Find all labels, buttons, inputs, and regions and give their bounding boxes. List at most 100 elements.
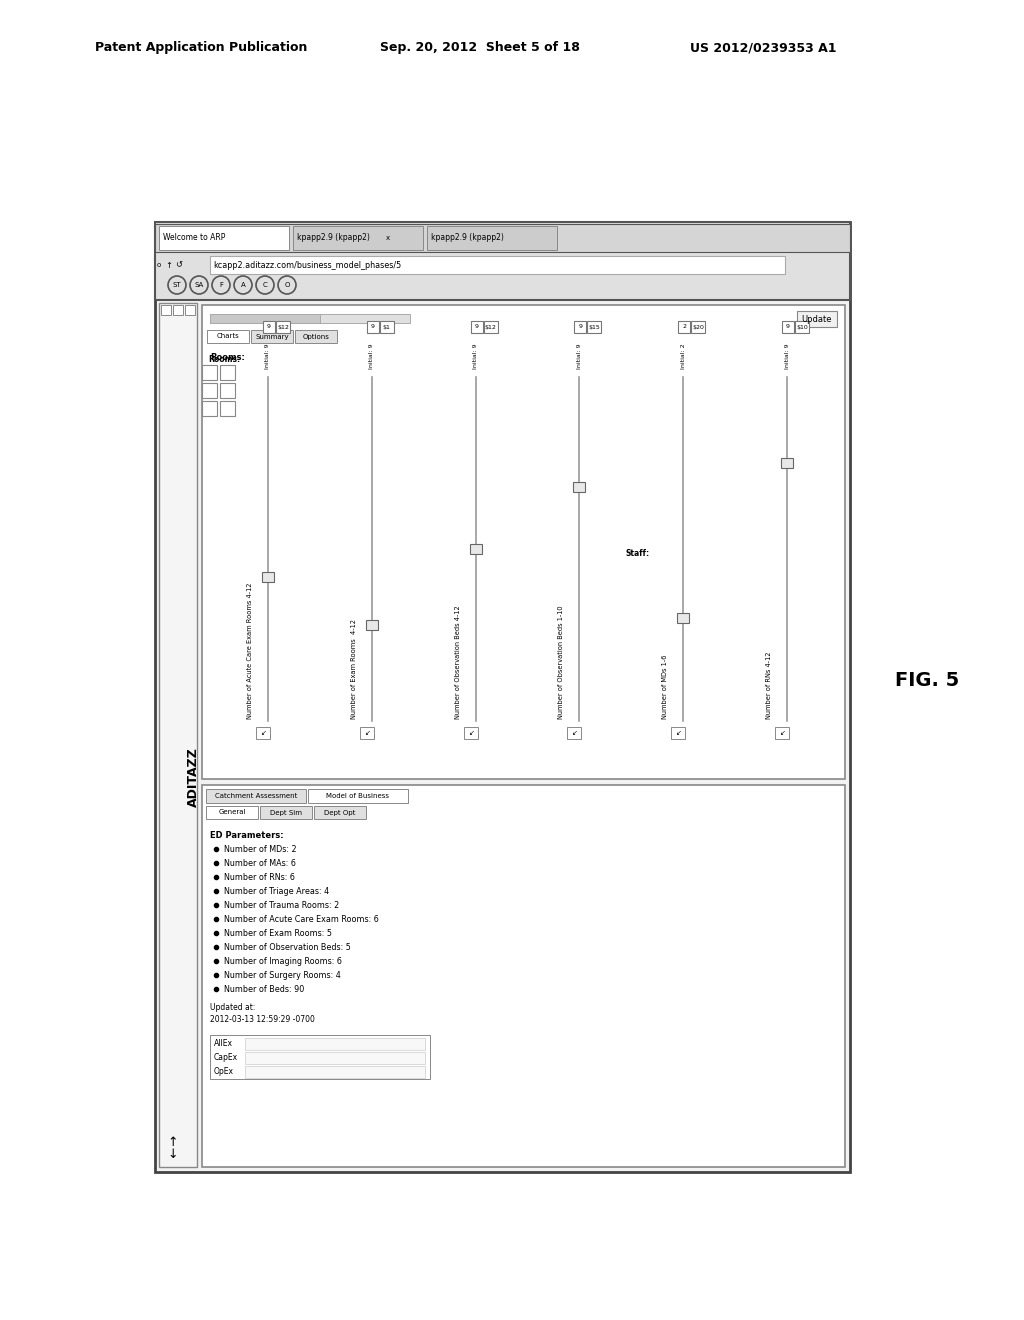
Bar bbox=[781, 458, 793, 469]
Text: Number of Observation Beds 4-12: Number of Observation Beds 4-12 bbox=[455, 606, 461, 719]
Text: Number of MDs: 2: Number of MDs: 2 bbox=[224, 845, 297, 854]
Text: Number of Beds: 90: Number of Beds: 90 bbox=[224, 985, 304, 994]
Text: Model of Business: Model of Business bbox=[327, 793, 389, 799]
Bar bbox=[782, 321, 794, 333]
Text: AllEx: AllEx bbox=[214, 1040, 233, 1048]
Text: $1: $1 bbox=[383, 325, 391, 330]
Bar bbox=[210, 1035, 430, 1078]
Text: Number of MAs: 6: Number of MAs: 6 bbox=[224, 858, 296, 867]
Bar bbox=[470, 544, 481, 554]
Text: ED Parameters:: ED Parameters: bbox=[210, 830, 284, 840]
Text: Staff:: Staff: bbox=[626, 549, 649, 558]
Text: $15: $15 bbox=[589, 325, 600, 330]
Text: Charts: Charts bbox=[217, 334, 240, 339]
Text: O: O bbox=[285, 282, 290, 288]
Text: C: C bbox=[262, 282, 267, 288]
Text: ADITAZZ: ADITAZZ bbox=[187, 747, 200, 807]
Bar bbox=[202, 383, 217, 399]
Bar bbox=[210, 314, 410, 323]
Text: CapEx: CapEx bbox=[214, 1053, 239, 1063]
Text: 9: 9 bbox=[579, 325, 583, 330]
Text: Dept Opt: Dept Opt bbox=[325, 809, 355, 816]
Bar bbox=[251, 330, 293, 343]
Text: Rooms:: Rooms: bbox=[210, 352, 245, 362]
Bar bbox=[260, 807, 312, 818]
Text: Summary: Summary bbox=[255, 334, 289, 339]
Text: Number of MDs 1-6: Number of MDs 1-6 bbox=[663, 655, 669, 719]
Bar bbox=[173, 305, 183, 315]
Bar bbox=[588, 321, 601, 333]
Text: ↺: ↺ bbox=[175, 260, 182, 269]
Bar bbox=[471, 321, 482, 333]
Text: Initial: 9: Initial: 9 bbox=[784, 343, 790, 370]
Text: Number of Observation Beds 1-10: Number of Observation Beds 1-10 bbox=[558, 606, 564, 719]
Text: Number of RNs: 6: Number of RNs: 6 bbox=[224, 873, 295, 882]
Bar bbox=[574, 321, 587, 333]
Bar bbox=[314, 807, 366, 818]
Text: Initial: 2: Initial: 2 bbox=[681, 343, 686, 370]
Text: Update: Update bbox=[802, 314, 833, 323]
Text: o: o bbox=[157, 261, 161, 268]
Text: Number of Acute Care Exam Rooms: 6: Number of Acute Care Exam Rooms: 6 bbox=[224, 915, 379, 924]
Bar bbox=[202, 305, 845, 779]
Bar bbox=[155, 222, 850, 300]
Text: ↓: ↓ bbox=[168, 1148, 178, 1162]
Text: kpapp2.9 (kpapp2): kpapp2.9 (kpapp2) bbox=[431, 234, 504, 243]
Text: 9: 9 bbox=[786, 325, 791, 330]
Bar bbox=[775, 727, 790, 739]
Bar bbox=[210, 314, 319, 323]
Text: Initial: 9: Initial: 9 bbox=[265, 343, 270, 370]
Text: $12: $12 bbox=[276, 325, 289, 330]
Text: ↑: ↑ bbox=[168, 1135, 178, 1148]
Bar bbox=[206, 789, 306, 803]
Text: Patent Application Publication: Patent Application Publication bbox=[95, 41, 307, 54]
Text: ↑: ↑ bbox=[166, 260, 172, 269]
Bar bbox=[210, 256, 785, 275]
Bar bbox=[155, 224, 850, 252]
Bar bbox=[359, 727, 374, 739]
Text: 9: 9 bbox=[267, 325, 271, 330]
Text: Sep. 20, 2012  Sheet 5 of 18: Sep. 20, 2012 Sheet 5 of 18 bbox=[380, 41, 580, 54]
Text: ↙: ↙ bbox=[261, 730, 267, 737]
Bar bbox=[155, 222, 850, 1172]
Bar bbox=[573, 482, 586, 492]
Text: $20: $20 bbox=[692, 325, 705, 330]
Bar bbox=[263, 321, 274, 333]
Bar bbox=[295, 330, 337, 343]
Bar bbox=[161, 305, 171, 315]
Bar bbox=[220, 383, 234, 399]
Text: ↙: ↙ bbox=[676, 730, 682, 737]
Bar bbox=[245, 1038, 425, 1049]
Bar bbox=[206, 807, 258, 818]
Text: F: F bbox=[219, 282, 223, 288]
Bar bbox=[262, 572, 273, 582]
Bar bbox=[220, 401, 234, 416]
Text: kcapp2.aditazz.com/business_model_phases/5: kcapp2.aditazz.com/business_model_phases… bbox=[213, 260, 401, 269]
Bar bbox=[256, 727, 270, 739]
Text: 9: 9 bbox=[371, 325, 375, 330]
Bar bbox=[366, 619, 378, 630]
Text: SA: SA bbox=[195, 282, 204, 288]
Text: Dept Sim: Dept Sim bbox=[270, 809, 302, 816]
Bar bbox=[427, 226, 557, 249]
Bar bbox=[797, 312, 837, 327]
Text: Initial: 9: Initial: 9 bbox=[577, 343, 582, 370]
Bar bbox=[293, 226, 423, 249]
Bar bbox=[567, 727, 582, 739]
Bar bbox=[245, 1067, 425, 1078]
Text: A: A bbox=[241, 282, 246, 288]
Bar bbox=[202, 401, 217, 416]
Text: 2012-03-13 12:59:29 -0700: 2012-03-13 12:59:29 -0700 bbox=[210, 1015, 314, 1024]
Text: $12: $12 bbox=[484, 325, 497, 330]
Text: Rooms:: Rooms: bbox=[208, 355, 240, 363]
Bar bbox=[275, 321, 290, 333]
Text: FIG. 5: FIG. 5 bbox=[895, 671, 959, 689]
Text: Number of Acute Care Exam Rooms 4-12: Number of Acute Care Exam Rooms 4-12 bbox=[247, 582, 253, 719]
Text: ↙: ↙ bbox=[365, 730, 371, 737]
Text: x: x bbox=[386, 235, 390, 242]
Text: OpEx: OpEx bbox=[214, 1068, 234, 1077]
Text: Welcome to ARP: Welcome to ARP bbox=[163, 234, 225, 243]
Text: Number of Surgery Rooms: 4: Number of Surgery Rooms: 4 bbox=[224, 970, 341, 979]
Text: Initial: 9: Initial: 9 bbox=[473, 343, 478, 370]
Text: ↙: ↙ bbox=[469, 730, 474, 737]
